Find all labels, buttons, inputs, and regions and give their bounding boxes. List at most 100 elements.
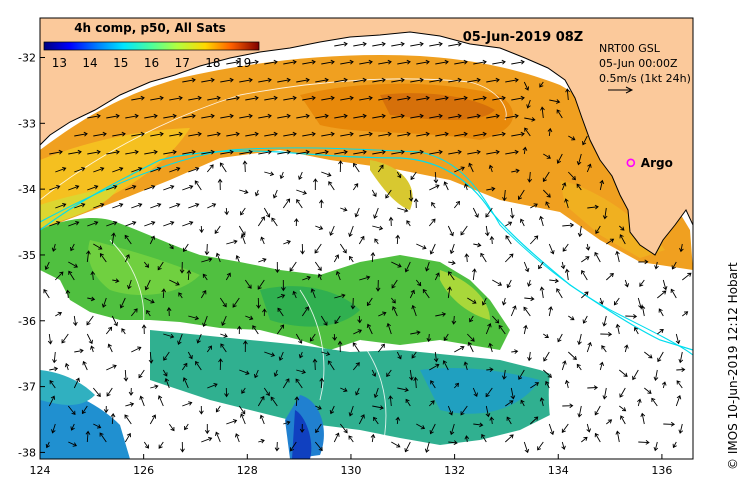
velocity-arrow — [340, 207, 348, 212]
velocity-arrow — [93, 243, 103, 250]
velocity-arrow — [245, 95, 259, 101]
velocity-arrow — [177, 333, 183, 345]
velocity-arrow — [149, 414, 157, 425]
velocity-arrow — [561, 360, 567, 371]
velocity-arrow — [43, 288, 50, 299]
velocity-arrow — [505, 149, 519, 155]
velocity-arrow — [663, 421, 676, 427]
colorbar-tick-label: 16 — [144, 56, 159, 70]
velocity-arrow — [600, 331, 613, 337]
argo-float[interactable]: Argo — [626, 156, 673, 170]
velocity-arrow — [188, 166, 200, 173]
velocity-arrow — [101, 297, 107, 308]
velocity-arrow — [501, 297, 507, 306]
velocity-arrow — [542, 369, 553, 378]
velocity-arrow — [527, 171, 533, 183]
velocity-arrow — [302, 59, 316, 65]
velocity-arrow — [321, 59, 335, 65]
velocity-arrow — [397, 59, 411, 65]
velocity-arrow — [561, 423, 569, 433]
velocity-arrow — [218, 358, 223, 371]
velocity-arrow — [619, 234, 626, 245]
velocity-arrow — [524, 117, 536, 122]
velocity-arrow — [315, 423, 322, 434]
velocity-arrow — [585, 243, 591, 251]
velocity-arrow — [447, 225, 454, 237]
x-tick-label: 136 — [651, 464, 672, 477]
velocity-arrow — [473, 59, 487, 65]
velocity-arrow — [485, 207, 493, 218]
velocity-arrow — [366, 297, 373, 307]
velocity-arrow — [296, 189, 307, 195]
velocity-arrow — [502, 189, 507, 202]
velocity-arrow — [256, 297, 261, 309]
velocity-arrow — [392, 305, 398, 317]
velocity-arrow — [260, 236, 265, 245]
velocity-arrow — [295, 333, 303, 344]
velocity-arrow — [127, 279, 132, 290]
velocity-arrow — [505, 235, 512, 245]
velocity-arrow — [657, 351, 664, 363]
argo-marker-icon[interactable] — [626, 158, 636, 168]
velocity-arrow — [239, 77, 253, 83]
velocity-arrow — [138, 369, 145, 379]
velocity-arrow — [302, 131, 316, 137]
velocity-arrow — [391, 441, 401, 448]
velocity-arrow — [480, 252, 487, 263]
velocity-arrow — [594, 405, 601, 416]
velocity-arrow — [357, 315, 362, 324]
velocity-arrow — [74, 348, 84, 354]
velocity-arrow — [226, 419, 238, 425]
velocity-arrow — [106, 364, 117, 371]
velocity-arrow — [264, 171, 275, 177]
velocity-arrow — [239, 113, 253, 119]
velocity-arrow — [548, 243, 555, 255]
velocity-arrow — [333, 432, 340, 443]
velocity-arrow — [169, 131, 183, 137]
velocity-arrow — [577, 405, 583, 418]
velocity-arrow — [264, 351, 276, 357]
velocity-arrow — [283, 95, 297, 101]
velocity-arrow — [333, 254, 340, 263]
velocity-arrow — [615, 250, 620, 263]
velocity-arrow — [391, 279, 398, 289]
velocity-arrow — [237, 325, 242, 335]
velocity-arrow — [581, 436, 588, 443]
velocity-arrow — [413, 376, 419, 389]
velocity-arrow — [540, 106, 545, 119]
velocity-arrow — [309, 333, 316, 342]
warm-band — [40, 54, 693, 270]
velocity-arrow — [429, 243, 436, 255]
velocity-arrow — [239, 369, 250, 375]
velocity-arrow — [244, 279, 252, 289]
velocity-arrow — [163, 113, 177, 119]
velocity-arrow — [214, 225, 221, 234]
velocity-arrow — [448, 113, 462, 119]
velocity-arrow — [463, 361, 469, 371]
velocity-arrow — [168, 243, 174, 250]
velocity-arrow — [128, 387, 134, 396]
velocity-arrow — [141, 324, 147, 335]
velocity-arrow — [378, 59, 392, 65]
velocity-arrow — [561, 441, 566, 450]
velocity-arrow — [359, 131, 373, 137]
velocity-arrow — [105, 326, 113, 335]
velocity-arrow — [204, 243, 210, 256]
velocity-arrow — [543, 351, 550, 362]
velocity-arrow — [68, 184, 80, 191]
velocity-arrow — [48, 395, 56, 407]
velocity-arrow — [443, 181, 449, 191]
velocity-arrow — [620, 415, 626, 425]
velocity-arrow — [319, 199, 324, 209]
velocity-arrow — [187, 351, 193, 360]
velocity-arrow — [150, 166, 162, 173]
velocity-arrow — [467, 341, 474, 353]
velocity-arrow — [314, 243, 322, 254]
velocity-arrow — [65, 289, 71, 299]
velocity-arrow — [410, 41, 424, 47]
velocity-arrow — [238, 405, 246, 415]
velocity-arrow — [523, 81, 530, 91]
velocity-arrow — [340, 59, 354, 65]
velocity-arrow — [577, 225, 583, 238]
velocity-arrow — [448, 77, 462, 83]
